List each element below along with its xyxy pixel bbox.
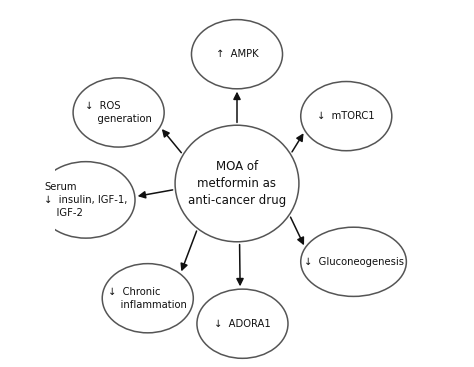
Ellipse shape — [102, 264, 193, 333]
Ellipse shape — [301, 81, 392, 151]
Text: ↓  Gluconeogenesis: ↓ Gluconeogenesis — [303, 257, 403, 267]
Ellipse shape — [175, 125, 299, 242]
Ellipse shape — [301, 227, 406, 297]
Text: ↑  AMPK: ↑ AMPK — [216, 49, 258, 59]
Ellipse shape — [36, 161, 135, 238]
Text: ↓  ADORA1: ↓ ADORA1 — [214, 319, 271, 329]
Ellipse shape — [191, 19, 283, 89]
Text: MOA of
metformin as
anti-cancer drug: MOA of metformin as anti-cancer drug — [188, 160, 286, 207]
Text: ↓  mTORC1: ↓ mTORC1 — [318, 111, 375, 121]
Text: ↓  ROS
    generation: ↓ ROS generation — [85, 101, 152, 124]
Ellipse shape — [197, 289, 288, 358]
Text: ↓  Chronic
    inflammation: ↓ Chronic inflammation — [109, 287, 187, 310]
Ellipse shape — [73, 78, 164, 147]
Text: Serum
↓  insulin, IGF-1,
    IGF-2: Serum ↓ insulin, IGF-1, IGF-2 — [44, 182, 128, 218]
